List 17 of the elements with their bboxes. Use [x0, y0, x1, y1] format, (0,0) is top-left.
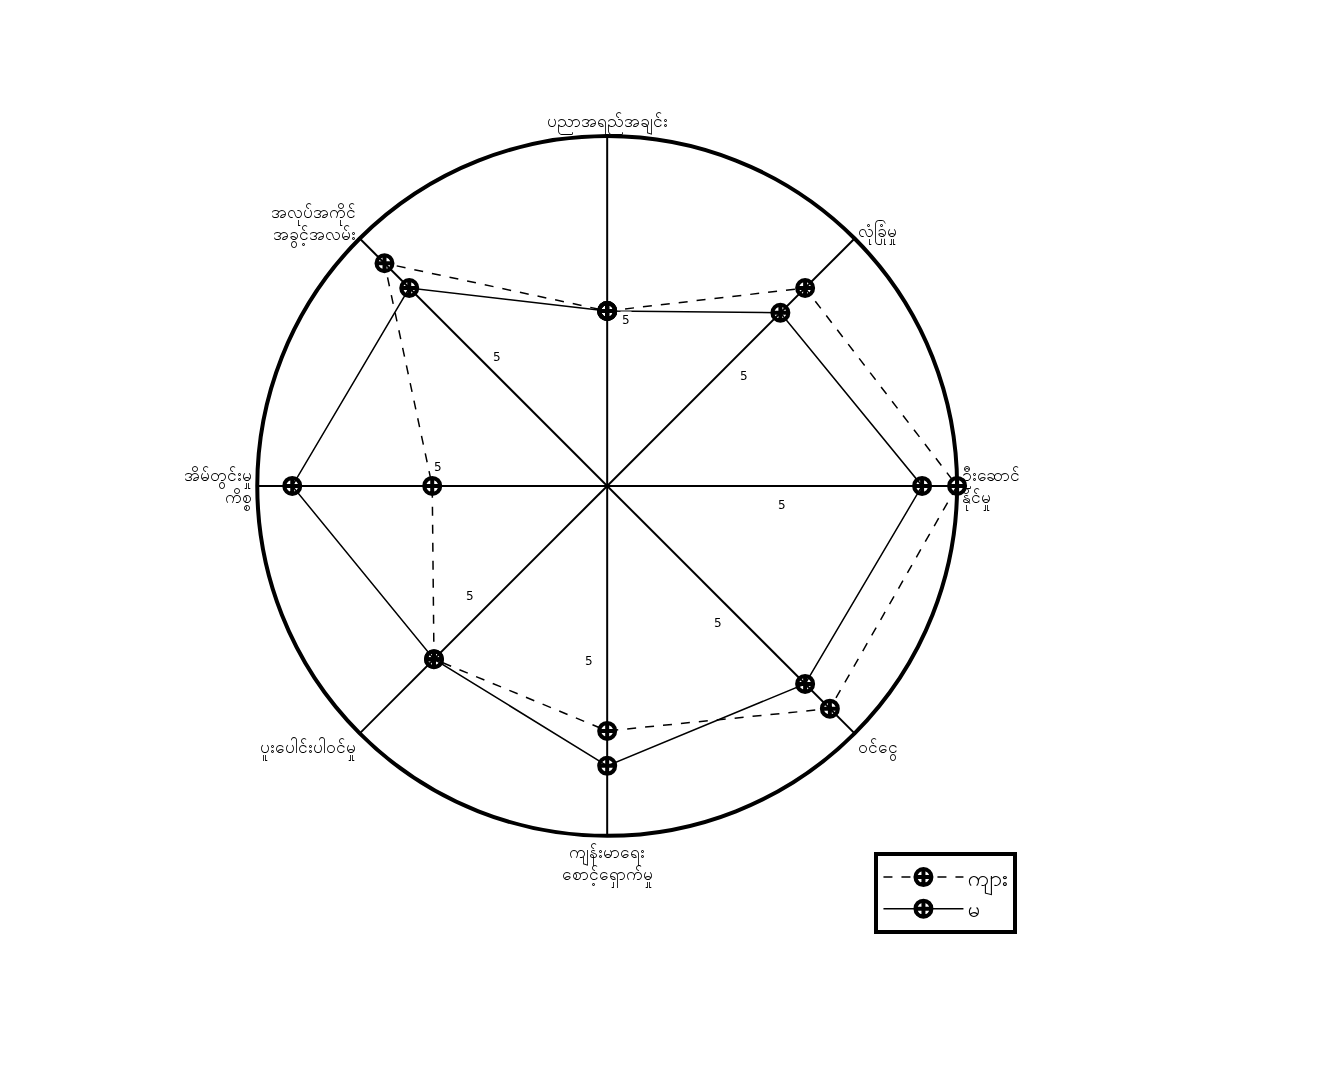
text: 5 — [740, 369, 748, 383]
legend-label: မ — [968, 897, 981, 923]
text: 5 — [778, 498, 786, 512]
spoke-label: ပူးပေါင်းပါဝင်မှု — [259, 737, 356, 762]
spoke-label: လုံခြုံမှု — [858, 219, 898, 245]
text: 5 — [493, 350, 501, 364]
text: 5 — [622, 313, 630, 327]
spoke-label: အိမ်တွင်းမှု ကိစ္စ — [183, 464, 252, 511]
spoke-label: ပညာအရည်အချင်း — [546, 111, 668, 136]
spoke-label: ကျန်းမာရေး စောင့်ရှောက်မှု — [561, 842, 653, 889]
text: 5 — [714, 616, 722, 630]
legend-label: ကျား — [968, 865, 1009, 896]
spoke-label: ဝင်ငွေ — [858, 737, 899, 762]
text: 5 — [585, 654, 593, 668]
text: 5 — [434, 460, 442, 474]
spoke-label: အလုပ်အကိုင် အခွင့်အလမ်း — [270, 201, 356, 248]
text: 5 — [466, 589, 474, 603]
